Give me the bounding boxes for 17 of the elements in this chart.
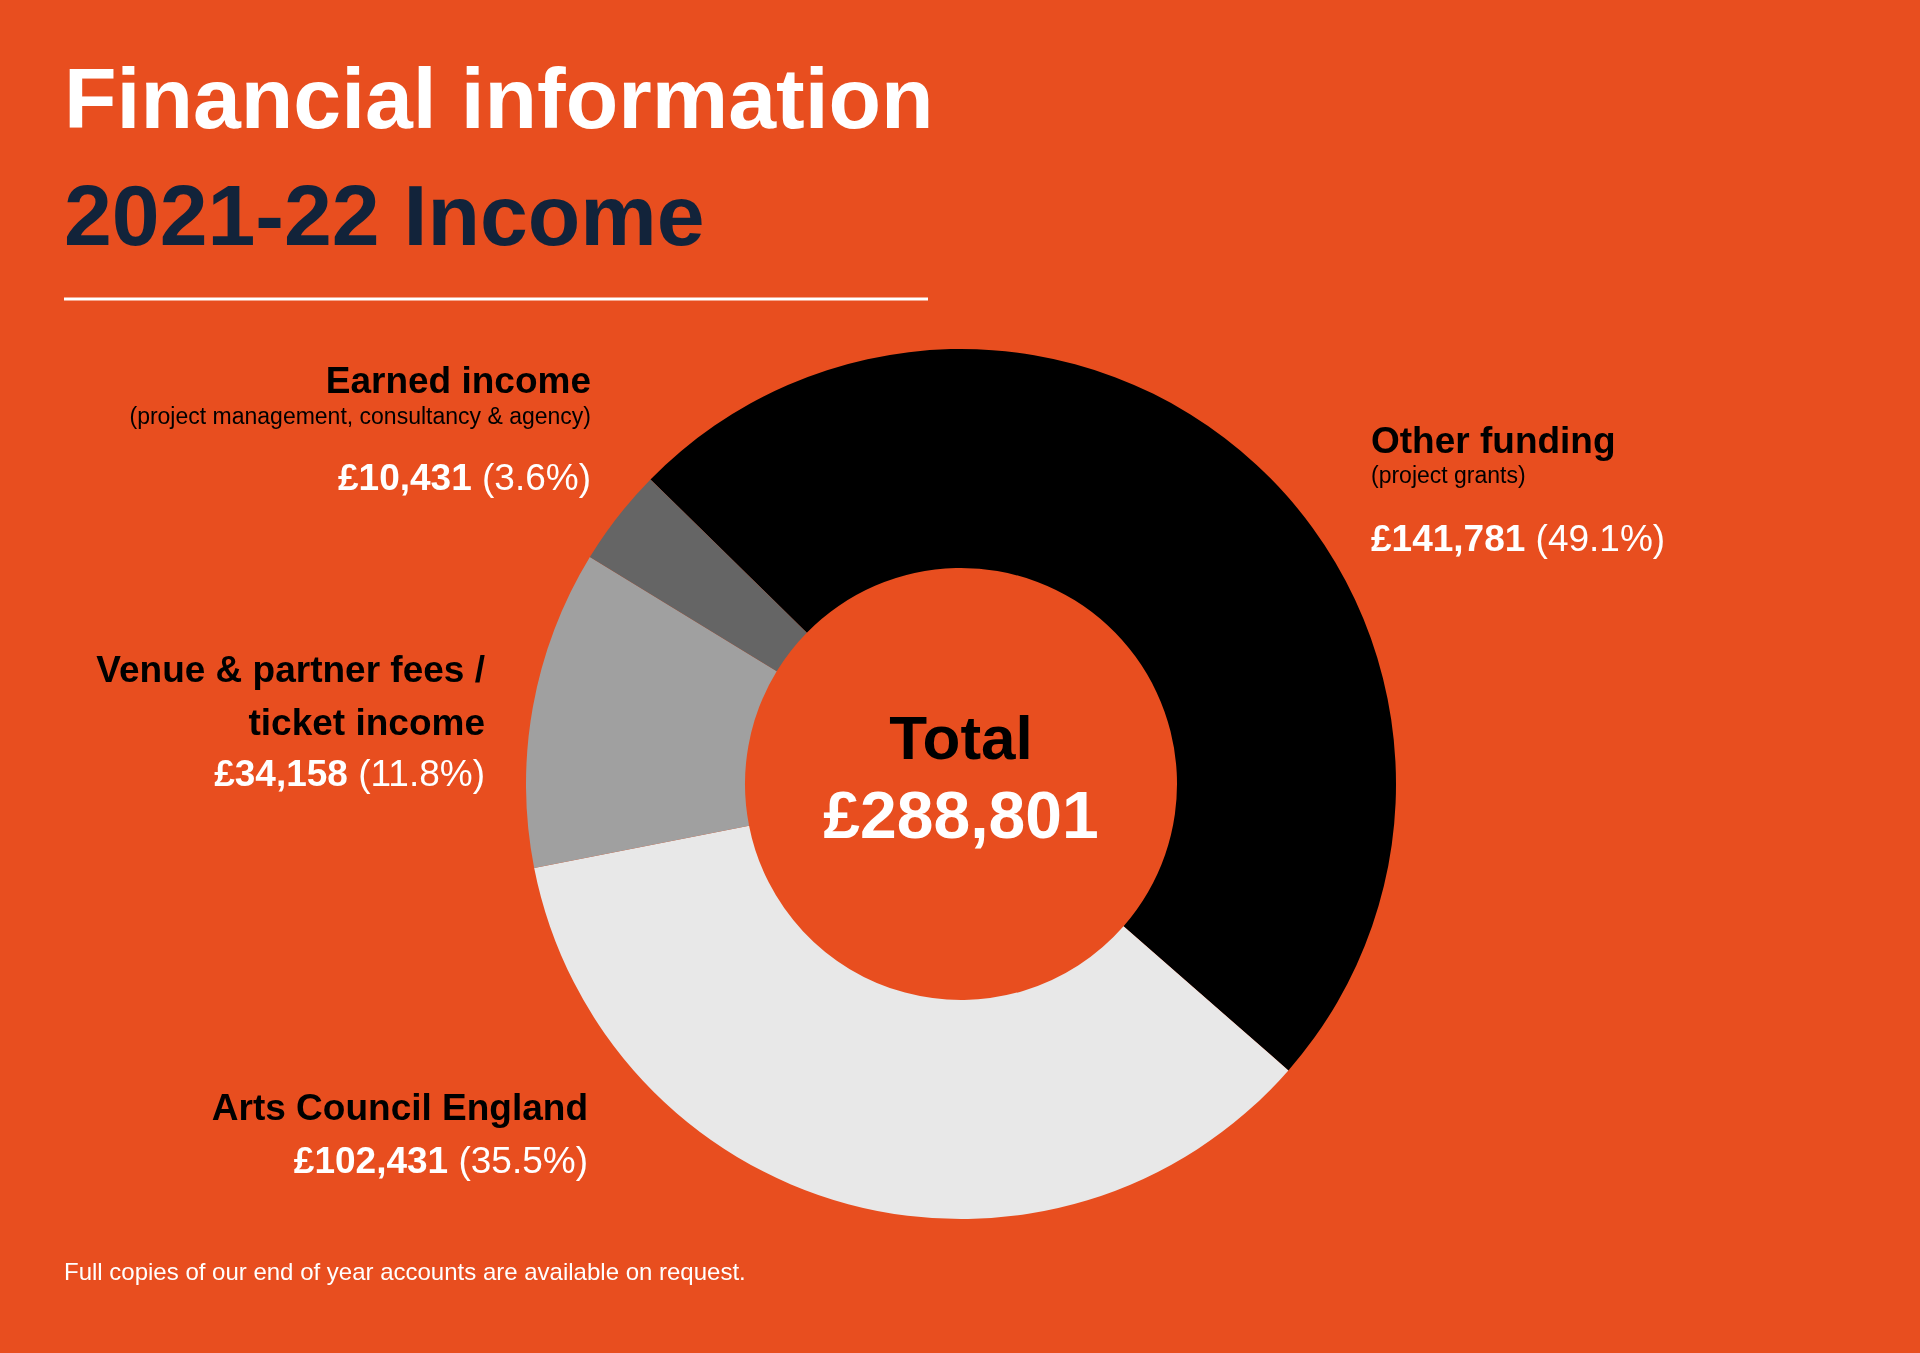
chart-title: Financial information bbox=[64, 50, 934, 146]
data-label: £10,431 (3.6%) bbox=[337, 457, 591, 498]
chart-subtitle: 2021-22 Income bbox=[64, 167, 705, 263]
text: Total bbox=[889, 703, 1033, 772]
slice-label: Other funding bbox=[1371, 420, 1616, 461]
data-label: £141,781 (49.1%) bbox=[1371, 518, 1666, 559]
slice-label: Venue & partner fees / ticket income bbox=[96, 649, 485, 743]
text: (project management, consultancy & agency) bbox=[129, 403, 591, 429]
donut-slice bbox=[526, 557, 777, 868]
text: £288,801 bbox=[823, 778, 1099, 852]
slice-label: Arts Council England bbox=[211, 1087, 588, 1128]
data-label: £34,158 (11.8%) bbox=[214, 753, 485, 794]
slice-label: Earned income bbox=[325, 360, 591, 401]
text: Full copies of our end of year accounts are available on request. bbox=[64, 1258, 746, 1285]
data-label: £102,431 (35.5%) bbox=[293, 1140, 588, 1181]
donut-slice bbox=[589, 479, 807, 672]
text: (project grants) bbox=[1371, 462, 1526, 488]
